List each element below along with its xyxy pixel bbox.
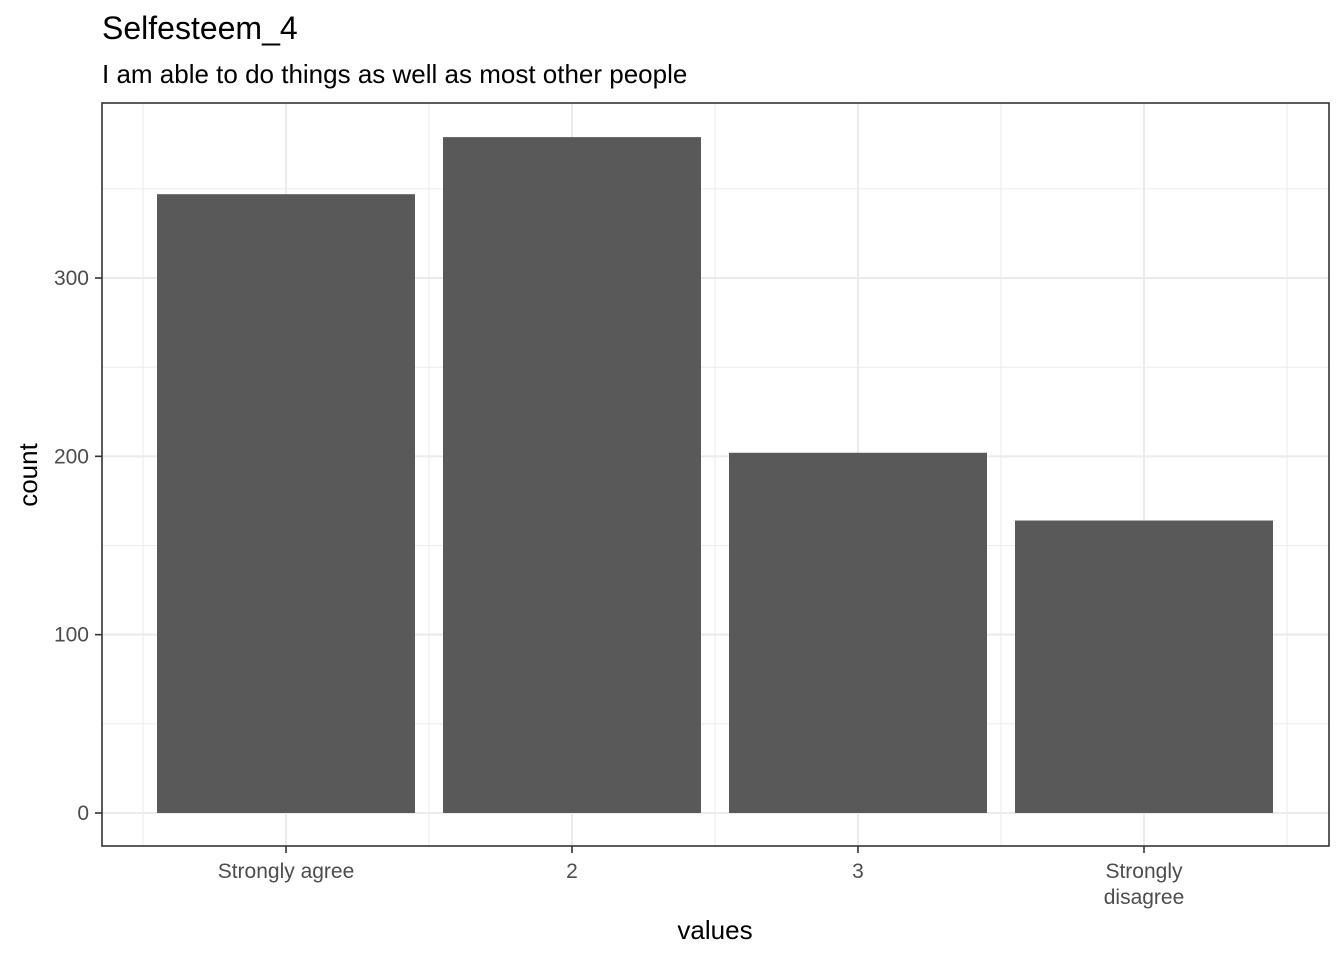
x-tick-label: Strongly disagree xyxy=(1104,860,1185,909)
chart-subtitle: I am able to do things as well as most o… xyxy=(102,59,688,89)
axes: 0 100 200 300 Strongly agree 2 3 Strongly disagr… xyxy=(54,267,1184,909)
y-tick-label: 300 xyxy=(54,267,89,290)
y-axis-title: count xyxy=(13,442,43,506)
bar xyxy=(157,194,415,813)
x-tick-label: 2 xyxy=(566,860,578,883)
bar xyxy=(443,137,701,813)
plot-panel xyxy=(101,102,1330,847)
bar xyxy=(1015,520,1273,813)
bars xyxy=(157,137,1273,813)
x-tick-label: 3 xyxy=(852,860,864,883)
y-tick-label: 200 xyxy=(54,445,89,468)
y-tick-label: 100 xyxy=(54,624,89,647)
bar xyxy=(729,452,987,813)
chart-title: Selfesteem_4 xyxy=(102,10,298,46)
y-tick-label: 0 xyxy=(77,802,89,825)
x-tick-label: Strongly agree xyxy=(218,860,355,883)
x-axis-title: values xyxy=(677,915,752,945)
